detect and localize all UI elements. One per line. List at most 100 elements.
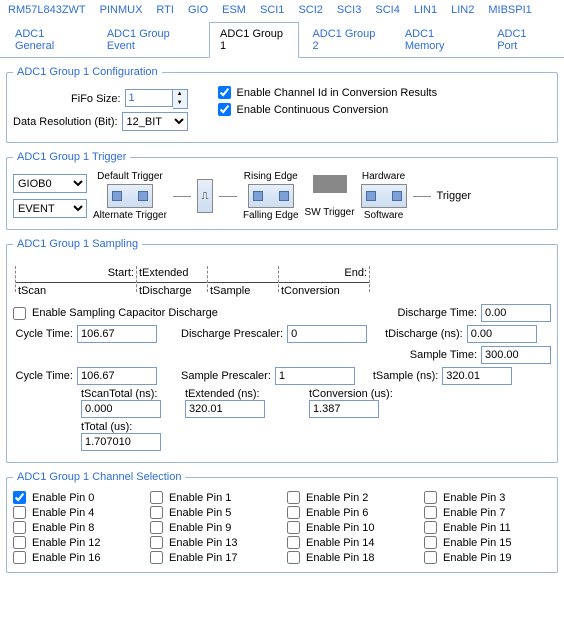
samp-presc-input[interactable] [275, 367, 355, 385]
tdisc-ns-input[interactable] [467, 325, 537, 343]
chk-pin-10[interactable] [287, 521, 300, 534]
tscantot-label: tScanTotal (ns): [81, 388, 157, 400]
res-label: Data Resolution (Bit): [13, 116, 118, 128]
default-trigger-label: Default Trigger [97, 171, 163, 182]
pin-label-15: Enable Pin 15 [443, 537, 512, 549]
pin-label-1: Enable Pin 1 [169, 492, 231, 504]
chk-pin-5[interactable] [150, 506, 163, 519]
trigger-group: ADC1 Group 1 Trigger GIOB0 EVENT Default… [6, 151, 558, 230]
cycle-time-label-2: Cycle Time: [13, 370, 73, 382]
nav-gio[interactable]: GIO [188, 4, 208, 16]
chk-pin-7[interactable] [424, 506, 437, 519]
pin-label-13: Enable Pin 13 [169, 537, 238, 549]
chk-pin-18[interactable] [287, 551, 300, 564]
pin-label-6: Enable Pin 6 [306, 507, 368, 519]
tsamp-ns-input[interactable] [442, 367, 512, 385]
nav-sci4[interactable]: SCI4 [375, 4, 399, 16]
tab-adc1-group-2[interactable]: ADC1 Group 2 [301, 22, 391, 57]
res-select[interactable]: 12_BIT [122, 112, 188, 131]
nav-sci3[interactable]: SCI3 [337, 4, 361, 16]
chk-continuous[interactable] [218, 103, 231, 116]
chk-pin-0[interactable] [13, 491, 26, 504]
pin-label-17: Enable Pin 17 [169, 552, 238, 564]
tab-adc1-port[interactable]: ADC1 Port [486, 22, 558, 57]
pin-label-9: Enable Pin 9 [169, 522, 231, 534]
falling-edge-label: Falling Edge [243, 210, 299, 221]
channel-group: ADC1 Group 1 Channel Selection Enable Pi… [6, 471, 558, 573]
ttotal-label: tTotal (us): [81, 421, 132, 433]
fifo-up[interactable]: ▲ [173, 90, 187, 99]
nav-rm57l843zwt[interactable]: RM57L843ZWT [8, 4, 86, 16]
nav-lin1[interactable]: LIN1 [414, 4, 437, 16]
sample-time-label: Sample Time: [410, 349, 477, 361]
cycle-time-1-input[interactable] [77, 325, 157, 343]
nav-esm[interactable]: ESM [222, 4, 246, 16]
chk-channel-id[interactable] [218, 86, 231, 99]
chk-pin-4[interactable] [13, 506, 26, 519]
chk-pin-6[interactable] [287, 506, 300, 519]
pin-label-10: Enable Pin 10 [306, 522, 375, 534]
pin-label-7: Enable Pin 7 [443, 507, 505, 519]
pin-label-11: Enable Pin 11 [443, 522, 511, 534]
tab-adc1-memory[interactable]: ADC1 Memory [394, 22, 484, 57]
tdisc-ns-label: tDischarge (ns): [385, 328, 463, 340]
sample-time-input[interactable] [481, 346, 551, 364]
tscantot-input[interactable] [81, 400, 161, 418]
alt-trigger-label: Alternate Trigger [93, 210, 167, 221]
trigger-mux-1 [107, 184, 153, 208]
cycle-time-label-1: Cycle Time: [13, 328, 73, 340]
pin-label-8: Enable Pin 8 [32, 522, 94, 534]
ttotal-input[interactable] [81, 433, 161, 451]
nav-mibspi1[interactable]: MIBSPI1 [488, 4, 531, 16]
tconv-us-label: tConversion (us): [309, 388, 393, 400]
chk-pin-11[interactable] [424, 521, 437, 534]
cycle-time-2-input[interactable] [77, 367, 157, 385]
chk-pin-13[interactable] [150, 536, 163, 549]
chk-pin-8[interactable] [13, 521, 26, 534]
chk-pin-9[interactable] [150, 521, 163, 534]
fifo-input[interactable] [125, 89, 173, 107]
trigger-mode-select[interactable]: EVENT [13, 199, 87, 218]
tab-adc1-group-1[interactable]: ADC1 Group 1 [209, 22, 299, 58]
hardware-label: Hardware [362, 171, 405, 182]
software-label: Software [364, 210, 403, 221]
pin-label-2: Enable Pin 2 [306, 492, 368, 504]
tab-adc1-general[interactable]: ADC1 General [4, 22, 94, 57]
nav-pinmux[interactable]: PINMUX [100, 4, 143, 16]
chk-pin-19[interactable] [424, 551, 437, 564]
trigger-out-label: Trigger [437, 190, 471, 202]
nav-lin2[interactable]: LIN2 [451, 4, 474, 16]
fifo-down[interactable]: ▼ [173, 99, 187, 108]
enable-discharge-label: Enable Sampling Capacitor Discharge [32, 307, 218, 319]
trigger-legend: ADC1 Group 1 Trigger [13, 151, 130, 163]
pin-label-12: Enable Pin 12 [32, 537, 101, 549]
chk-pin-1[interactable] [150, 491, 163, 504]
pin-label-16: Enable Pin 16 [32, 552, 101, 564]
swtrig-label: SW Trigger [305, 207, 355, 218]
nav-sci1[interactable]: SCI1 [260, 4, 284, 16]
tab-adc1-group-event[interactable]: ADC1 Group Event [96, 22, 207, 57]
pin-label-0: Enable Pin 0 [32, 492, 94, 504]
nav-rti[interactable]: RTI [156, 4, 174, 16]
fifo-label: FiFo Size: [71, 93, 121, 105]
tconv-us-input[interactable] [309, 400, 379, 418]
disc-presc-input[interactable] [287, 325, 367, 343]
chk-pin-3[interactable] [424, 491, 437, 504]
chk-enable-discharge[interactable] [13, 307, 26, 320]
pin-label-3: Enable Pin 3 [443, 492, 505, 504]
trigger-mux-2 [248, 184, 294, 208]
chk-pin-2[interactable] [287, 491, 300, 504]
rising-edge-label: Rising Edge [244, 171, 298, 182]
chk-pin-14[interactable] [287, 536, 300, 549]
nav-sci2[interactable]: SCI2 [298, 4, 322, 16]
discharge-time-input[interactable] [481, 304, 551, 322]
chk-pin-15[interactable] [424, 536, 437, 549]
chk-pin-16[interactable] [13, 551, 26, 564]
trigger-src-select[interactable]: GIOB0 [13, 174, 87, 193]
tab-bar: ADC1 GeneralADC1 Group EventADC1 Group 1… [0, 22, 564, 58]
text-ns-input[interactable] [185, 400, 265, 418]
edge-block: ⎍ [197, 179, 213, 213]
pin-label-14: Enable Pin 14 [306, 537, 375, 549]
chk-pin-12[interactable] [13, 536, 26, 549]
chk-pin-17[interactable] [150, 551, 163, 564]
